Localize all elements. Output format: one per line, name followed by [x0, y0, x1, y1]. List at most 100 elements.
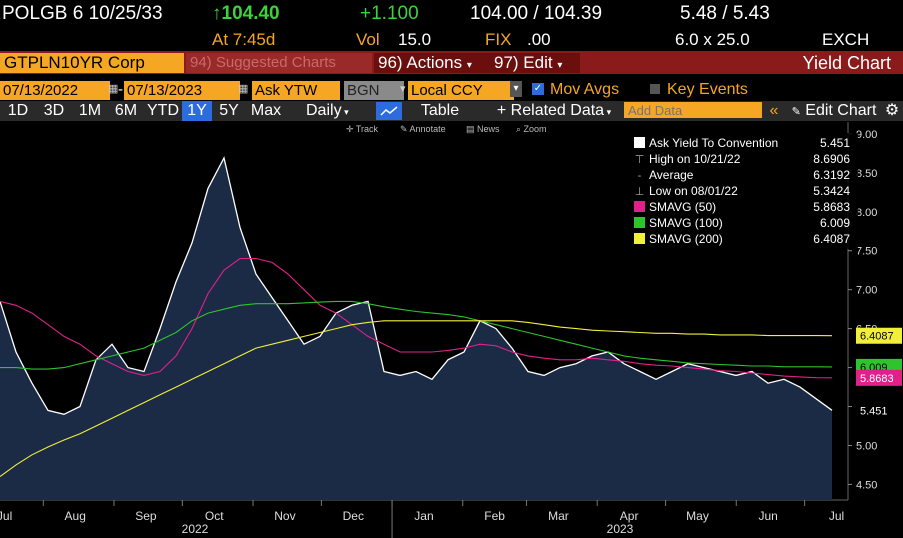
price-line	[0, 156, 833, 415]
x-tick-label: Mar	[548, 509, 569, 523]
period-button-1y[interactable]: 1Y	[182, 101, 212, 121]
edit-caret-icon: ▾	[557, 60, 563, 71]
bid-ask: 104.00 / 104.39	[470, 3, 603, 24]
y-tick-label: 8.00	[856, 207, 877, 219]
security-name: POLGB 6 10/25/33	[2, 3, 163, 24]
sma100-line	[0, 300, 833, 370]
mov-avgs-checkbox[interactable]: ✓	[532, 83, 544, 95]
legend-label: SMAVG (200)	[649, 232, 723, 246]
x-tick-label: Feb	[484, 509, 505, 523]
legend-label: Low on 08/01/22	[649, 184, 738, 198]
start-calendar-icon[interactable]: ▦	[108, 83, 119, 95]
mov-avgs-label: Mov Avgs	[550, 81, 620, 98]
last-value-tag: 5.8683	[860, 373, 894, 385]
yield-chart[interactable]: 4.505.005.506.006.507.007.508.008.509.00…	[0, 122, 903, 538]
actions-caret-icon: ▾	[466, 60, 472, 71]
period-button-1m[interactable]: 1M	[78, 102, 102, 119]
last-value-tag: 5.451	[860, 405, 888, 417]
end-calendar-icon[interactable]: ▦	[238, 83, 249, 95]
tool-annotate[interactable]: ✎ Annotate	[400, 124, 446, 134]
settings-gear-icon[interactable]: ⚙	[884, 102, 900, 119]
x-tick-label: Jun	[758, 509, 777, 523]
currency-select[interactable]: Local CCY	[408, 81, 514, 100]
key-events-label: Key Events	[667, 81, 748, 98]
last-value-tag-bg	[856, 327, 902, 344]
controls-bar: 07/13/2022 ▦ - 07/13/2023 ▦ Ask YTW BGN …	[0, 79, 903, 101]
legend-value: 5.8683	[813, 200, 850, 214]
period-button-3d[interactable]: 3D	[43, 102, 65, 119]
edit-menu[interactable]: 97) Edit ▾	[490, 53, 580, 73]
chart-legend: Ask Yield To Convention 5.451 ⊤ High on 10/…	[630, 133, 858, 249]
edit-chart-button[interactable]: ✎ Edit Chart	[788, 101, 880, 121]
suggested-charts-button[interactable]: 94) Suggested Charts	[186, 53, 372, 73]
size: 6.0 x 25.0	[675, 30, 750, 49]
chart-tools: ✛ Track ✎ Annotate ▤ News ⌕ Zoom	[0, 122, 903, 136]
period-button-ytd[interactable]: YTD	[147, 102, 179, 119]
legend-label: SMAVG (50)	[649, 200, 717, 214]
last-value-tag-bg	[856, 369, 902, 386]
related-data-menu[interactable]: + Related Data ▾	[490, 101, 618, 121]
yield-area-fill	[0, 158, 832, 500]
line-chart-icon	[380, 106, 398, 116]
frequency-caret-icon: ▾	[341, 107, 349, 117]
source-select[interactable]: BGN	[344, 81, 404, 100]
tool-news[interactable]: ▤ News	[466, 124, 500, 134]
legend-entry: Ask Yield To Convention 5.451	[634, 135, 854, 151]
quote-detail-bar: At 7:45d Vol 15.0 FIX .00 6.0 x 25.0 EXC…	[0, 28, 903, 50]
legend-marker-box	[634, 137, 645, 148]
x-tick-label: Apr	[620, 509, 639, 523]
y-tick-label: 7.50	[856, 246, 877, 258]
chart-view-button[interactable]	[376, 102, 402, 120]
field-select[interactable]: Ask YTW	[252, 81, 340, 100]
edit-label: 97) Edit	[494, 53, 553, 72]
start-date-input[interactable]: 07/13/2022	[0, 81, 110, 100]
x-tick-label: Oct	[205, 509, 224, 523]
x-year-label: 2022	[182, 522, 209, 536]
edit-chart-label: Edit Chart	[805, 102, 877, 119]
legend-value: 8.6906	[813, 152, 850, 166]
volume-value: 15.0	[398, 30, 432, 49]
legend-marker-box	[634, 201, 645, 212]
period-button-max[interactable]: Max	[250, 102, 282, 119]
legend-marker-box	[634, 217, 645, 228]
period-button-6m[interactable]: 6M	[114, 102, 138, 119]
x-tick-label: Aug	[65, 509, 86, 523]
volume-label: Vol	[356, 30, 380, 49]
end-date-input[interactable]: 07/13/2023	[124, 81, 240, 100]
currency-caret-icon[interactable]: ▾	[510, 81, 522, 97]
table-button[interactable]: Table	[420, 102, 460, 119]
y-tick-label: 5.00	[856, 440, 877, 452]
legend-entry: SMAVG (50) 5.8683	[634, 199, 854, 215]
source-caret-icon[interactable]: ▾	[400, 83, 406, 95]
legend-value: 5.3424	[813, 184, 850, 198]
collapse-icon[interactable]: «	[769, 102, 779, 119]
last-price: ↑104.40	[212, 3, 280, 24]
yield-bid-ask: 5.48 / 5.43	[680, 3, 770, 24]
period-button-5y[interactable]: 5Y	[219, 102, 239, 119]
exchange: EXCH	[822, 30, 870, 49]
period-button-1d[interactable]: 1D	[7, 102, 29, 119]
x-tick-label: Dec	[343, 509, 364, 523]
actions-menu[interactable]: 96) Actions ▾	[374, 53, 490, 73]
pencil-icon: ✎	[791, 106, 801, 118]
legend-value: 5.451	[819, 136, 850, 150]
related-caret-icon: ▾	[604, 107, 612, 117]
add-data-input[interactable]	[624, 102, 762, 118]
x-tick-label: May	[686, 509, 709, 523]
tool-track-label: Track	[355, 124, 379, 134]
last-value-tag: 6.4087	[860, 331, 894, 343]
x-tick-label: Nov	[274, 509, 295, 523]
legend-marker-box	[634, 233, 645, 244]
tool-track[interactable]: ✛ Track	[346, 124, 379, 134]
page-title: Yield Chart	[802, 53, 891, 73]
tool-zoom[interactable]: ⌕ Zoom	[516, 124, 547, 134]
legend-label: High on 10/21/22	[649, 152, 741, 166]
frequency-select[interactable]: Daily ▾	[306, 101, 349, 121]
fix-label: FIX	[485, 30, 512, 49]
legend-entry: - Average 6.3192	[634, 167, 854, 183]
x-tick-label: Jul	[829, 509, 844, 523]
ticker-field[interactable]: GTPLN10YR Corp	[0, 53, 184, 73]
key-events-checkbox[interactable]	[650, 84, 660, 94]
x-tick-label: Jul	[0, 509, 12, 523]
legend-value: 6.4087	[813, 232, 850, 246]
